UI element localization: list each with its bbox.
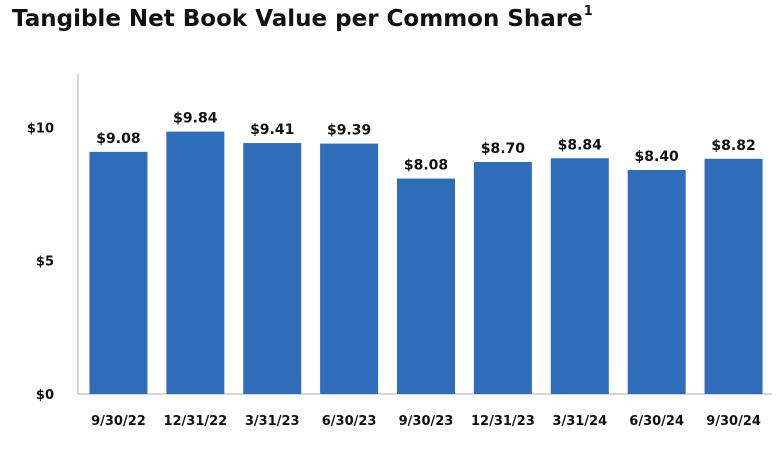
data-label: $9.84 — [173, 111, 218, 127]
data-label: $9.41 — [250, 122, 294, 138]
chart-title-text: Tangible Net Book Value per Common Share — [12, 6, 583, 32]
bar — [550, 158, 609, 394]
bar — [89, 151, 148, 394]
data-label: $9.08 — [96, 131, 140, 147]
bar — [320, 143, 379, 394]
chart-title: Tangible Net Book Value per Common Share… — [12, 4, 593, 32]
data-label: $8.84 — [558, 137, 603, 153]
bar — [627, 170, 686, 394]
x-tick-label: 12/31/22 — [163, 414, 227, 429]
data-label: $8.70 — [481, 141, 526, 157]
y-tick-label: $0 — [36, 388, 54, 403]
x-tick-label: 3/31/24 — [552, 414, 607, 429]
x-tick-label: 12/31/23 — [471, 414, 535, 429]
bar — [166, 131, 225, 394]
y-tick-label: $5 — [36, 255, 54, 270]
x-tick-label: 3/31/23 — [245, 414, 300, 429]
data-label: $8.82 — [711, 138, 755, 154]
x-tick-label: 6/30/23 — [322, 414, 377, 429]
title-footnote-marker: 1 — [583, 4, 593, 20]
bar — [704, 158, 763, 394]
x-tick-label: 9/30/24 — [706, 414, 761, 429]
x-tick-label: 9/30/23 — [399, 414, 454, 429]
data-label: $8.40 — [635, 149, 680, 165]
bar — [243, 143, 302, 394]
y-tick-label: $10 — [27, 121, 54, 136]
chart-labels: $9.08 9/30/22 $9.84 12/31/22 $9.41 3/31/23 $9.… — [91, 111, 761, 429]
data-label: $8.08 — [404, 158, 448, 174]
chart-bars — [89, 131, 763, 394]
data-label: $9.39 — [327, 123, 371, 139]
bar — [397, 178, 455, 394]
x-tick-label: 6/30/24 — [629, 414, 684, 429]
bar — [473, 162, 532, 394]
x-tick-label: 9/30/22 — [91, 414, 146, 429]
